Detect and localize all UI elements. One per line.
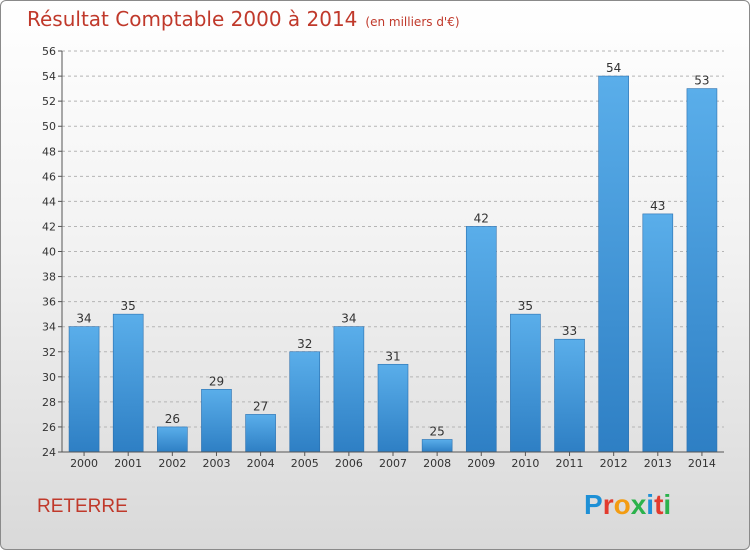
bar-2000	[68, 326, 100, 453]
bar-2012	[598, 75, 629, 453]
data-label-2000: 34	[76, 312, 91, 326]
data-label-2004: 27	[253, 399, 268, 413]
x-tick-label-2007: 2007	[379, 457, 407, 470]
data-label-2014: 53	[694, 74, 709, 88]
bar-2009	[465, 226, 497, 453]
data-label-2005: 32	[297, 337, 312, 351]
y-tick-label: 24	[42, 446, 56, 459]
bar-2011	[554, 338, 585, 453]
chart-title-text: Résultat Comptable 2000 à 2014	[27, 7, 358, 31]
y-axis: 24 26 28 30 32 34 36 38 40 42 44 46 48 50 52 54 56	[42, 45, 63, 459]
data-label-2008: 25	[429, 424, 444, 438]
data-label-2006: 34	[341, 312, 356, 326]
bar-2003	[201, 389, 232, 453]
x-tick-label-2005: 2005	[291, 457, 319, 470]
logo-letter: r	[602, 489, 614, 520]
x-tick-label-2006: 2006	[335, 457, 363, 470]
y-tick-label: 30	[42, 371, 56, 384]
chart-title: Résultat Comptable 2000 à 2014 (en millie…	[27, 7, 460, 31]
logo-letter: x	[630, 489, 647, 520]
data-label-2003: 29	[209, 374, 224, 388]
logo-letter: P	[584, 489, 603, 520]
data-label-2013: 43	[650, 199, 665, 213]
x-tick-label-2004: 2004	[247, 457, 275, 470]
logo-letter: o	[613, 489, 631, 520]
x-tick-label-2012: 2012	[600, 457, 628, 470]
y-tick-label: 42	[42, 220, 56, 233]
x-tick-label-2014: 2014	[688, 457, 716, 470]
logo-letter: i	[663, 489, 672, 520]
y-tick-label: 44	[42, 195, 56, 208]
y-tick-label: 52	[42, 95, 56, 108]
y-tick-label: 38	[42, 271, 56, 284]
logo-letter: i	[646, 489, 655, 520]
data-label-2002: 26	[165, 412, 180, 426]
data-label-2007: 31	[385, 349, 400, 363]
commune-name: RETERRE	[37, 496, 128, 517]
bar-2005	[289, 351, 321, 453]
y-tick-label: 26	[42, 421, 56, 434]
data-label-2009: 42	[474, 211, 489, 225]
bar-2013	[642, 213, 674, 453]
bar-2007	[377, 363, 409, 453]
data-label-2011: 33	[562, 324, 577, 338]
bar-2006	[333, 326, 365, 453]
data-label-2010: 35	[518, 299, 533, 313]
x-tick-label-2013: 2013	[644, 457, 672, 470]
y-tick-label: 32	[42, 346, 56, 359]
x-tick-label-2009: 2009	[467, 457, 495, 470]
bar-2010	[510, 313, 541, 453]
y-tick-label: 28	[42, 396, 56, 409]
y-tick-label: 48	[42, 145, 56, 158]
x-tick-label-2001: 2001	[114, 457, 142, 470]
bar-2001	[112, 313, 144, 453]
y-tick-label: 46	[42, 170, 56, 183]
x-axis: 2000 2001 2002 2003 2004 2005 2006 2007 2008 2009…	[62, 451, 724, 470]
x-tick-label-2011: 2011	[556, 457, 584, 470]
y-tick-label: 54	[42, 70, 56, 83]
y-tick-label: 50	[42, 120, 56, 133]
data-label-2012: 54	[606, 61, 621, 75]
chart-unit: (en milliers d'€)	[365, 15, 460, 29]
bar-2002	[157, 426, 188, 453]
y-tick-label: 36	[42, 296, 56, 309]
data-label-2001: 35	[121, 299, 136, 313]
x-tick-label-2008: 2008	[423, 457, 451, 470]
logo-letter: t	[654, 489, 664, 520]
bar-2014	[686, 88, 718, 453]
x-tick-label-2003: 2003	[202, 457, 230, 470]
y-tick-label: 34	[42, 321, 56, 334]
x-tick-label-2010: 2010	[511, 457, 539, 470]
bar-2004	[245, 414, 276, 453]
bars: 34 35 26 29 27 32 34 31 25 42 35 33 54 43 53	[68, 61, 718, 453]
proxiti-logo: Proxiti	[584, 489, 671, 521]
x-tick-label-2002: 2002	[158, 457, 186, 470]
y-tick-label: 40	[42, 246, 56, 259]
x-tick-label-2000: 2000	[70, 457, 98, 470]
y-tick-label: 56	[42, 45, 56, 58]
bar-2008	[421, 439, 453, 453]
